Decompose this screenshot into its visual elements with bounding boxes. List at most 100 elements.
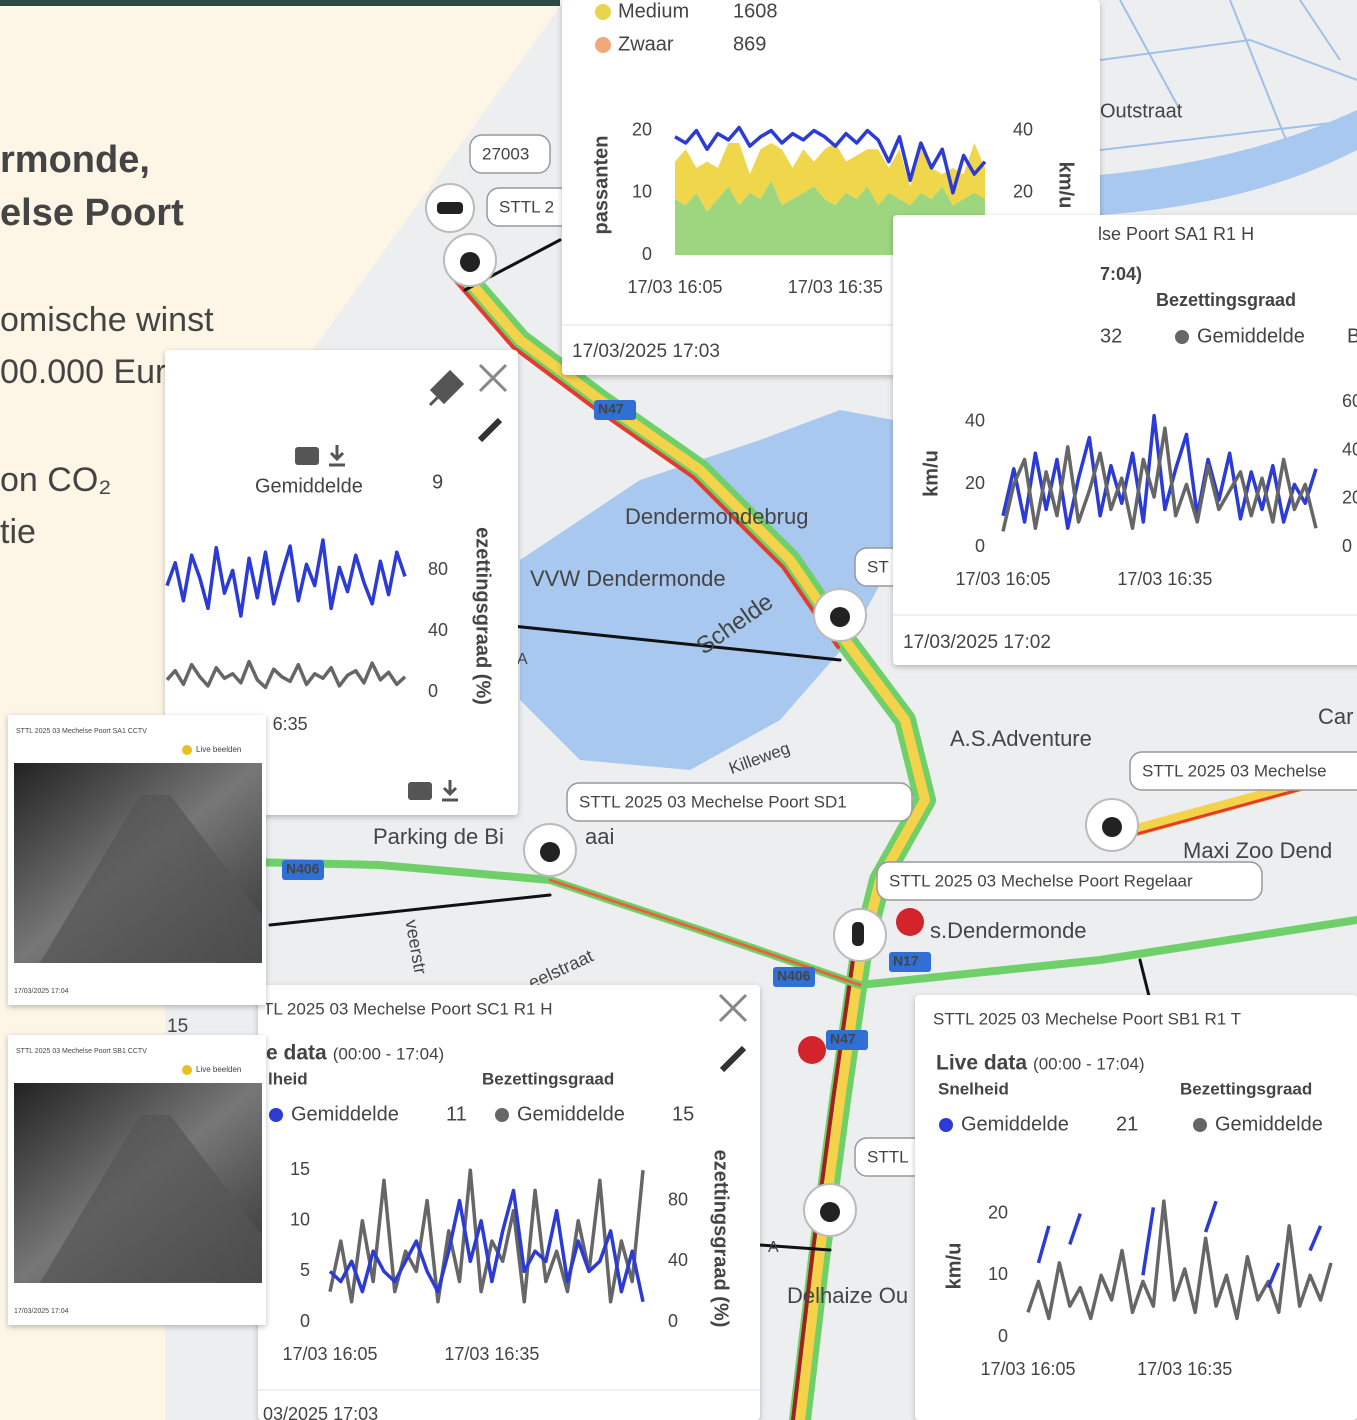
callout-label: STTL 2025 03 Mechelse — [1142, 761, 1327, 780]
legend-swatch — [595, 37, 611, 53]
y-tick-label: 10 — [290, 1210, 310, 1230]
map-label: N17 — [893, 953, 919, 969]
y2-tick-label: 0 — [668, 1311, 678, 1331]
map-label: A.S.Adventure — [950, 726, 1092, 751]
road-shield — [594, 400, 636, 420]
y-axis-title: passanten — [590, 136, 612, 235]
timestamp: 17/03/2025 17:02 — [903, 632, 1051, 653]
callout-box — [1129, 751, 1357, 791]
streets — [1099, 0, 1357, 151]
timestamp: 17/03/2025 17:03 — [572, 341, 720, 362]
y2-tick-label: 80 — [668, 1189, 688, 1209]
stat-value: 21 — [1116, 1113, 1138, 1135]
headline: rmonde, — [0, 139, 150, 181]
card-title: STTL 2025 03 Mechelse Poort SB1 R1 T — [933, 1009, 1241, 1028]
date-range: (00:00 - 17:04) — [333, 1044, 445, 1063]
stat-dot — [269, 1108, 283, 1122]
callout-label: STTL 2025 03 Mechelse Poort Regelaar — [889, 871, 1193, 890]
stat-label: Gemiddelde — [961, 1113, 1069, 1135]
y-tick-label: 0 — [642, 244, 652, 264]
callout-label: STTL 2 — [499, 197, 554, 216]
y2-axis-title: ezettingsgraad (%) — [710, 1150, 732, 1328]
map-label: aai — [585, 824, 614, 849]
area — [675, 143, 985, 212]
map-label: Outstraat — [1100, 100, 1183, 122]
card-content: Medium1608Zwaar869010200204017/03 16:051… — [562, 0, 1100, 364]
map-label: A — [768, 1239, 779, 1256]
card-title: lse Poort SA1 R1 H — [1098, 224, 1254, 244]
y2-tick-label: 20 — [1342, 488, 1357, 508]
close-icon[interactable] — [718, 993, 748, 1023]
thumbnail-title: STTL 2025 03 Mechelse Poort SB1 CCTV — [16, 1048, 147, 1055]
download-icon[interactable] — [329, 445, 345, 467]
camera-icon[interactable] — [295, 447, 319, 465]
pin-icon[interactable] — [428, 369, 465, 407]
download-icon[interactable] — [442, 780, 458, 802]
timestamp: 03/2025 17:03 — [263, 1404, 378, 1420]
callout-box — [469, 134, 551, 174]
line — [328, 1168, 645, 1304]
map-label: Delhaize Ou — [787, 1283, 908, 1308]
y-tick-label: 20 — [965, 473, 985, 493]
y-tick-label: 40 — [965, 411, 985, 431]
line — [165, 538, 407, 618]
callout-label: ST — [867, 557, 889, 576]
map-label: N406 — [777, 968, 811, 984]
column-label: lheid — [268, 1069, 308, 1088]
legend-label: Medium — [618, 0, 689, 22]
card-content: Gemiddelde 9 0 40 80 6:35 ezettingsgraad (%) — [165, 363, 508, 802]
stat-value: 9 — [432, 471, 443, 493]
legend-swatch — [595, 4, 611, 20]
x-tick-label: 17/03 16:35 — [788, 277, 883, 297]
map-label: Maxi Zoo Dend — [1183, 838, 1332, 863]
map-label: Parking de Bi — [373, 824, 504, 849]
x-tick-label: 17/03 16:05 — [627, 277, 722, 297]
thumbnail-badge: Live beelden — [196, 1065, 241, 1074]
marker-icons — [437, 202, 1122, 1222]
thumbnail-footer: 17/03/2025 17:04 — [14, 988, 69, 995]
benefit-text: 00.000 Euro — [0, 353, 185, 391]
map-label: Car — [1318, 704, 1353, 729]
stat-label: Gemiddelde — [255, 475, 363, 497]
y-tick-label: 20 — [632, 119, 652, 139]
y-tick-label: 20 — [988, 1202, 1008, 1222]
callout-label: STTL 2025 03 Mechelse Poort SD1 — [579, 792, 847, 811]
stat-value: 15 — [672, 1103, 694, 1125]
line — [1001, 426, 1318, 532]
stat-value: 32 — [1100, 325, 1122, 347]
road-shield — [826, 1030, 868, 1050]
map-label: Dendermondebrug — [625, 504, 808, 529]
road-shield — [773, 967, 815, 987]
map-label: N47 — [598, 401, 624, 417]
stat-label: Gemiddelde — [291, 1103, 399, 1125]
line — [328, 1188, 645, 1303]
y-axis-title: km/u — [920, 450, 942, 497]
card-content: lse Poort SA1 R1 H 7:04) Bezettingsgraad 32… — [893, 224, 1357, 653]
y2-axis-title: ezettingsgraad (%) — [472, 527, 494, 705]
y-axis-title: km/u — [943, 1243, 965, 1290]
close-icon[interactable] — [478, 363, 508, 393]
column-label: Bezettingsgraad — [1180, 1079, 1312, 1098]
column-label: Bezettingsgraad — [1156, 290, 1296, 310]
edit-icon[interactable] — [477, 417, 503, 443]
date-range: (00:00 - 17:04) — [1033, 1054, 1145, 1073]
y2-tick-label: 40 — [1013, 119, 1033, 139]
edit-icon[interactable] — [719, 1045, 747, 1073]
x-tick-label: 6:35 — [273, 714, 308, 734]
badge-dot — [182, 1065, 192, 1075]
camera-icon[interactable] — [408, 782, 432, 800]
line — [674, 125, 987, 195]
badge-dot — [182, 745, 192, 755]
benefit-text: omische winst — [0, 301, 214, 339]
map-label: A — [517, 651, 528, 668]
stat-dot — [1193, 1118, 1207, 1132]
callout-label: STTL — [867, 1147, 909, 1166]
stat-value: 11 — [446, 1103, 467, 1125]
card — [915, 995, 1357, 1420]
y-tick-label: 10 — [988, 1264, 1008, 1284]
stat-label: B — [1347, 325, 1357, 347]
x-tick-label: 17/03 16:35 — [1137, 1359, 1232, 1379]
column-label: Snelheid — [938, 1079, 1009, 1098]
